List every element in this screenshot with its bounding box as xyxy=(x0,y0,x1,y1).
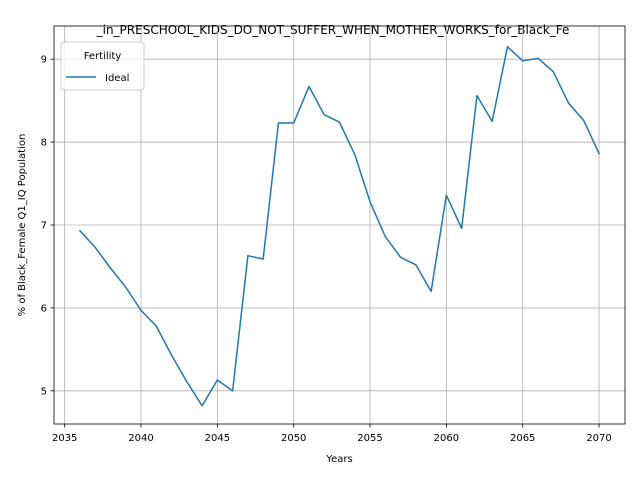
series-line-ideal xyxy=(78,45,601,407)
y-tick-label: 6 xyxy=(41,303,47,314)
grid-lines xyxy=(54,26,625,424)
x-tick-label: 2045 xyxy=(205,433,230,444)
y-axis-label: % of Black_Female Q1_IQ Population xyxy=(17,134,28,317)
y-tick-label: 7 xyxy=(41,221,47,232)
x-tick-label: 2070 xyxy=(586,433,611,444)
legend-title: Fertility xyxy=(84,51,122,62)
x-tick-label: 2035 xyxy=(52,433,77,444)
legend: Fertility Ideal xyxy=(60,41,145,91)
x-tick-label: 2055 xyxy=(357,433,382,444)
series-layer xyxy=(78,45,601,407)
x-tick-label: 2060 xyxy=(434,433,459,444)
y-tick-label: 5 xyxy=(41,386,47,397)
y-axis: 5 6 7 8 9 xyxy=(41,55,54,397)
x-tick-label: 2040 xyxy=(128,433,153,444)
x-tick-label: 2050 xyxy=(281,433,306,444)
legend-label-ideal: Ideal xyxy=(105,73,129,84)
chart-title: _in_PRESCHOOL_KIDS_DO_NOT_SUFFER_WHEN_MO… xyxy=(96,23,570,37)
legend-box xyxy=(60,41,145,91)
y-tick-label: 8 xyxy=(41,138,47,149)
x-tick-label: 2065 xyxy=(510,433,535,444)
x-axis: 2035 2040 2045 2050 2055 2060 2065 2070 xyxy=(52,424,612,444)
y-tick-label: 9 xyxy=(41,55,47,66)
x-axis-label: Years xyxy=(325,454,352,465)
